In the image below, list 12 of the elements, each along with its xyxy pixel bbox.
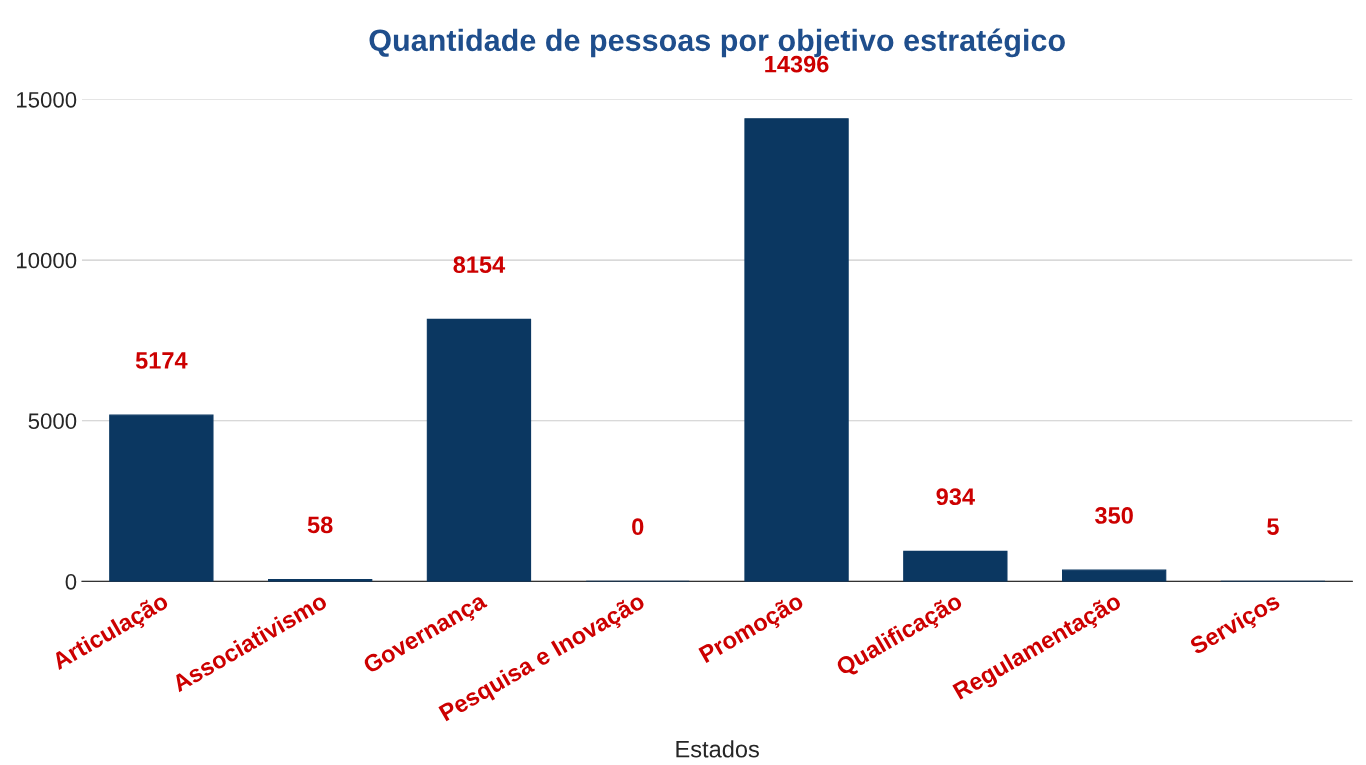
data-label: 5 — [1267, 518, 1279, 535]
data-label: 58 — [307, 516, 333, 534]
y-tick-label: 10000 — [17, 252, 77, 269]
y-tick-label: 15000 — [17, 91, 77, 108]
data-label: 5174 — [135, 352, 188, 369]
y-tick-label: 5000 — [28, 413, 77, 430]
x-axis-title: Estados — [676, 740, 759, 758]
data-label: 8154 — [453, 256, 506, 274]
y-tick-label: 0 — [65, 573, 77, 590]
data-label: 934 — [936, 488, 975, 506]
data-label: 350 — [1094, 507, 1133, 524]
data-label: 0 — [632, 518, 644, 536]
